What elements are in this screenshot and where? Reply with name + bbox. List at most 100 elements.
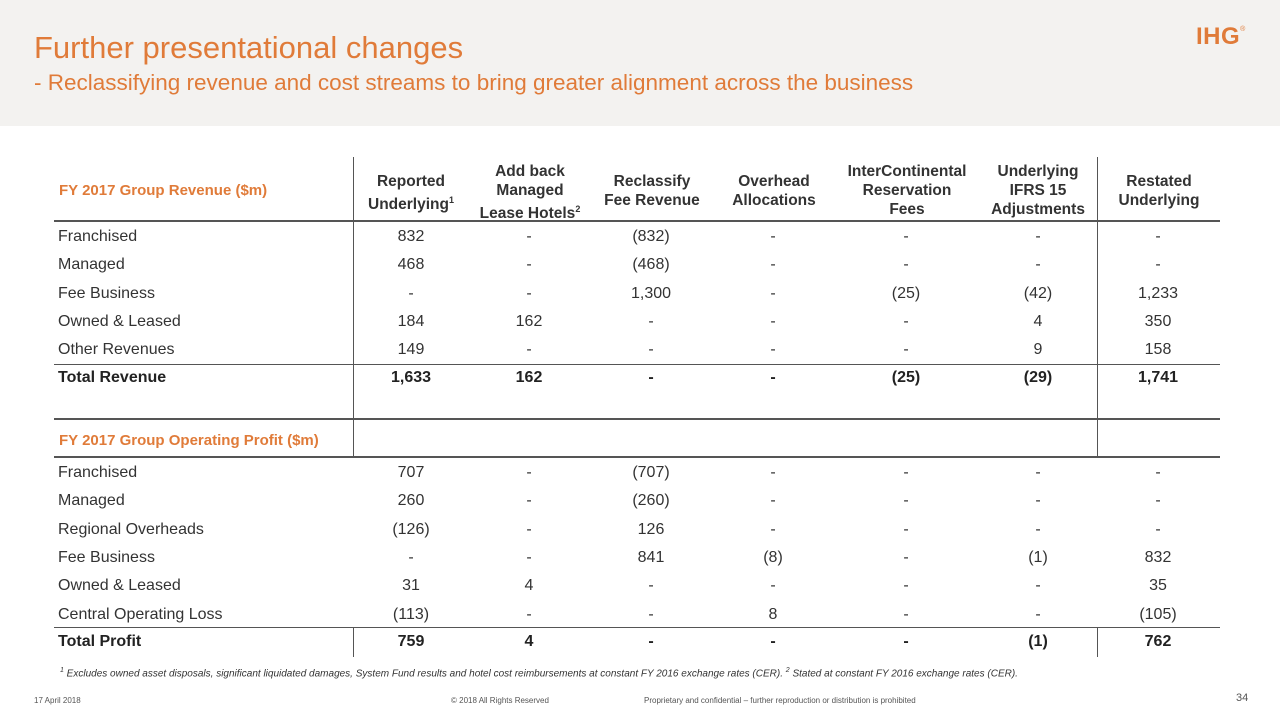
revenue-table-cell: -: [1035, 256, 1041, 274]
revenue-table-cell: 162: [515, 312, 543, 330]
divider-left-2: [353, 420, 354, 456]
revenue-table-cell: -: [770, 369, 776, 386]
revenue-table-cell: -: [526, 284, 532, 302]
revenue-table-cell: -: [903, 228, 909, 245]
revenue-table-cell: 832: [397, 228, 425, 245]
page-title: Further presentational changes: [34, 30, 464, 65]
rule-profit-header: [54, 456, 1220, 458]
profit-row-label: Owned & Leased: [58, 577, 181, 595]
divider-right-3: [1097, 628, 1098, 657]
profit-table-cell: -: [903, 520, 909, 538]
col-header-interconti: InterContinental Reservation Fees: [838, 162, 976, 219]
col-addback-line3: Lease Hotels2: [469, 200, 591, 223]
profit-table-cell: 841: [637, 548, 665, 566]
profit-table-cell: -: [1155, 464, 1161, 481]
col-overhead-line2: Allocations: [732, 192, 816, 209]
profit-table-cell: 31: [402, 577, 420, 595]
profit-table-cell: -: [526, 492, 532, 510]
revenue-section-title: FY 2017 Group Revenue ($m): [59, 182, 268, 199]
revenue-table-cell: (29): [1023, 369, 1053, 386]
profit-table-cell: -: [1155, 492, 1161, 510]
profit-table-cell: -: [526, 520, 532, 538]
revenue-table-cell: -: [770, 341, 776, 359]
col-addback-line1: Add back: [495, 163, 565, 180]
profit-table-cell: -: [1035, 492, 1041, 510]
revenue-table-cell: (832): [632, 228, 670, 245]
logo-mark: ®: [1240, 26, 1246, 33]
profit-row-label: Franchised: [58, 464, 138, 481]
revenue-row-label: Total Revenue: [58, 369, 167, 386]
profit-row-label: Regional Overheads: [58, 520, 204, 538]
col-reported-text: Underlying: [368, 196, 449, 214]
revenue-table-cell: 1,633: [390, 369, 432, 386]
revenue-table-cell: (42): [1023, 284, 1053, 302]
rule-revenue-total: [54, 364, 1220, 365]
revenue-table-cell: -: [1155, 256, 1161, 274]
col-reported-sup: 1: [448, 195, 454, 205]
profit-section-title: FY 2017 Group Operating Profit ($m): [59, 432, 319, 449]
rule-header: [54, 220, 1220, 222]
profit-table-cell: 762: [1144, 633, 1172, 650]
col-header-ifrs: Underlying IFRS 15 Adjustments: [977, 162, 1099, 219]
profit-table-cell: -: [408, 548, 414, 566]
divider-left-3: [353, 628, 354, 657]
revenue-table-cell: -: [648, 341, 654, 359]
col-addback-sup: 2: [575, 204, 581, 214]
footnote-text2: Stated at constant FY 2016 exchange rate…: [789, 668, 1018, 680]
revenue-table-cell: -: [648, 369, 654, 386]
revenue-table-cell: 9: [1033, 341, 1043, 359]
revenue-row-label: Fee Business: [58, 284, 155, 302]
revenue-table-cell: -: [770, 256, 776, 274]
col-interconti-line2: Reservation: [862, 182, 952, 199]
col-reported-line1: Reported: [376, 173, 446, 190]
profit-table-cell: -: [770, 492, 776, 510]
profit-row-label: Central Operating Loss: [58, 605, 223, 623]
revenue-table-cell: -: [903, 256, 909, 274]
revenue-table-cell: -: [1035, 228, 1041, 245]
col-restated-line1: Restated: [1126, 173, 1192, 190]
col-ifrs-line2: IFRS 15: [1009, 182, 1067, 199]
profit-row-label: Total Profit: [58, 633, 142, 650]
col-restated-line2: Underlying: [1118, 192, 1200, 209]
revenue-table-cell: 158: [1144, 341, 1172, 359]
profit-table-cell: (1): [1028, 633, 1048, 650]
revenue-row-label: Managed: [58, 256, 125, 274]
revenue-row-label: Other Revenues: [58, 341, 175, 359]
profit-table-cell: -: [526, 605, 532, 623]
col-header-reported: Reported Underlying1: [350, 172, 472, 214]
rule-section-break: [54, 418, 1220, 420]
revenue-table-cell: 350: [1144, 312, 1172, 330]
profit-table-cell: -: [1035, 464, 1041, 481]
divider-left: [353, 157, 354, 419]
revenue-table-cell: -: [770, 284, 776, 302]
revenue-table-cell: 468: [397, 256, 425, 274]
revenue-table-cell: -: [526, 228, 532, 245]
profit-row-label: Managed: [58, 492, 125, 510]
profit-table-cell: -: [526, 464, 532, 481]
col-addback-text: Lease Hotels: [479, 205, 576, 223]
profit-table-cell: -: [903, 605, 909, 623]
col-header-restated: Restated Underlying: [1098, 172, 1220, 210]
col-header-overhead: Overhead Allocations: [713, 172, 835, 210]
footer-date: 17 April 2018: [34, 696, 81, 705]
profit-table-cell: (8): [763, 548, 783, 566]
profit-table-cell: (260): [632, 492, 670, 510]
profit-table-cell: -: [770, 633, 776, 650]
profit-table-cell: -: [526, 548, 532, 566]
profit-table-cell: -: [648, 633, 654, 650]
revenue-table-cell: -: [526, 341, 532, 359]
footnote-sup2: 2: [785, 667, 790, 674]
revenue-table-cell: 162: [515, 369, 543, 386]
col-addback-line2: Managed: [496, 182, 564, 199]
profit-table-cell: -: [1155, 520, 1161, 538]
profit-table-cell: 8: [768, 605, 778, 623]
divider-right: [1097, 157, 1098, 419]
footer-confidential: Proprietary and confidential – further r…: [644, 696, 916, 705]
col-reclassify-line1: Reclassify: [613, 173, 691, 190]
profit-table-cell: 126: [637, 520, 665, 538]
profit-table-cell: (113): [392, 605, 430, 623]
profit-table-cell: 832: [1144, 548, 1172, 566]
footnote: 1 Excludes owned asset disposals, signif…: [60, 667, 1018, 679]
profit-table-cell: 4: [524, 577, 534, 595]
col-overhead-line1: Overhead: [738, 173, 810, 190]
